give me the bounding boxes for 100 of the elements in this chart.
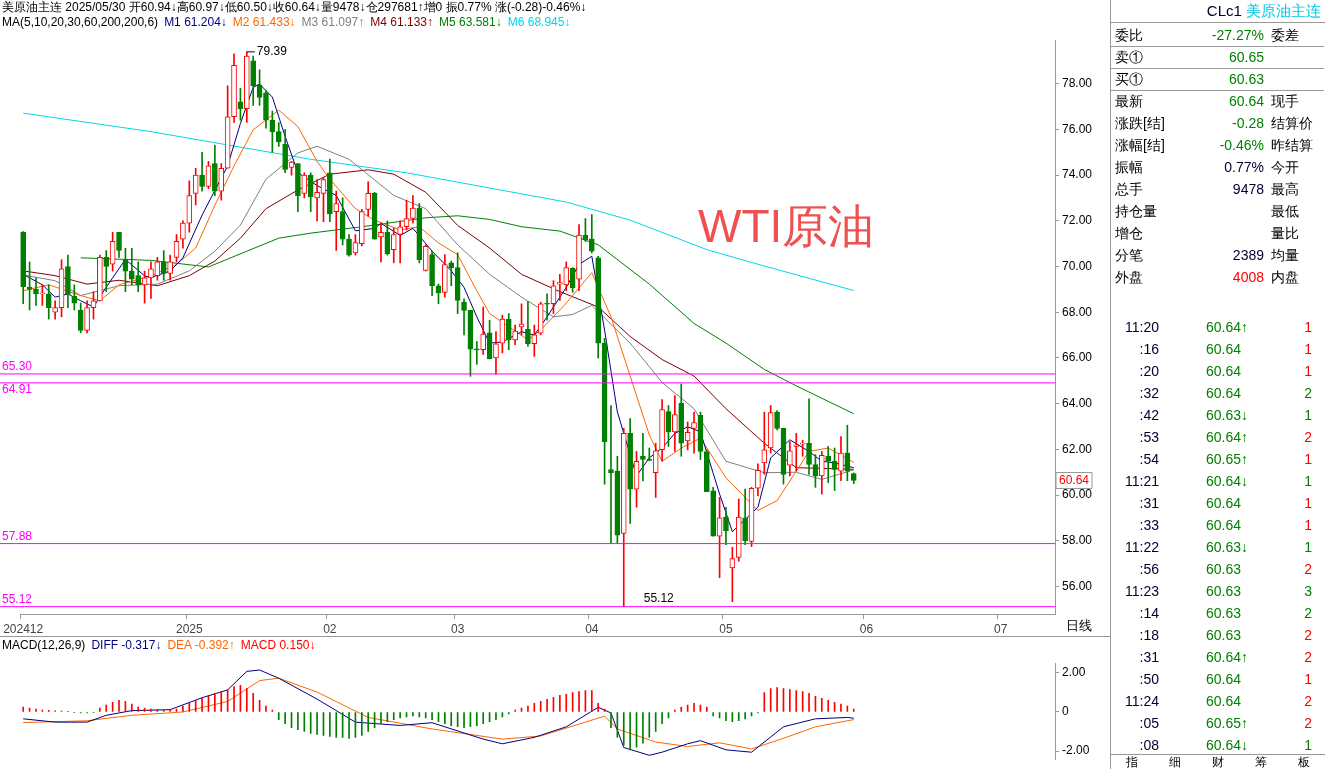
category-label: :08 bbox=[1139, 736, 1159, 755]
x-tick-label: 06 bbox=[859, 621, 874, 636]
data-label: 1 bbox=[1304, 406, 1312, 425]
data-label: 60.64↑ bbox=[1206, 318, 1249, 337]
data-label: 1 bbox=[1304, 538, 1312, 557]
data-label: 2 bbox=[1304, 560, 1312, 579]
y-tick-label: 60.00 bbox=[1062, 487, 1093, 502]
category-label: 委差 bbox=[1271, 27, 1299, 43]
text: 9478 bbox=[1232, 181, 1264, 197]
y-tick-label: 64.00 bbox=[1062, 396, 1093, 410]
y-tick-label: 0 bbox=[1062, 704, 1069, 719]
category-label: :50 bbox=[1139, 670, 1159, 689]
y-tick-label: 62.00 bbox=[1062, 441, 1093, 456]
text: 2389 bbox=[1232, 247, 1264, 263]
category-label: 涨跌[结] bbox=[1115, 114, 1165, 133]
text: M3 61.097↑ bbox=[301, 15, 365, 29]
category-label: 买① bbox=[1115, 70, 1143, 89]
data-label: 3 bbox=[1304, 582, 1312, 601]
data-label: 1 bbox=[1304, 472, 1312, 491]
data-label: 1 bbox=[1304, 362, 1312, 381]
text: 指 bbox=[1125, 755, 1140, 769]
y-tick-label: 58.00 bbox=[1062, 533, 1093, 548]
data-label: 2 bbox=[1304, 626, 1312, 645]
category-label: :18 bbox=[1139, 626, 1159, 645]
data-label: 1 bbox=[1304, 516, 1312, 535]
data-label: 60.64↓ bbox=[1206, 472, 1249, 491]
y-tick-label: -2.00 bbox=[1062, 743, 1090, 758]
category-label: 今开 bbox=[1271, 159, 1299, 175]
ref-line-label: 65.30 bbox=[2, 359, 33, 374]
y-tick-label: 68.00 bbox=[1062, 304, 1093, 319]
data-label: 60.64 bbox=[1206, 670, 1242, 689]
category-label: 11:21 bbox=[1125, 472, 1159, 491]
y-tick-label: 76.00 bbox=[1062, 121, 1093, 136]
x-tick-label: 04 bbox=[585, 621, 599, 636]
x-tick-label: 03 bbox=[450, 621, 465, 636]
category-label: 最新 bbox=[1115, 92, 1143, 111]
data-label: 60.63 bbox=[1206, 626, 1242, 645]
data-label: 2 bbox=[1304, 648, 1312, 667]
data-label: 1 bbox=[1304, 450, 1312, 469]
data-label: 60.64↓ bbox=[1206, 736, 1249, 755]
data-label: 60.64↑ bbox=[1206, 428, 1249, 447]
y-tick-label: 56.00 bbox=[1062, 578, 1093, 593]
x-tick-label: 05 bbox=[719, 621, 733, 636]
text: DEA -0.392↑ bbox=[167, 638, 235, 652]
category-label: 11:24 bbox=[1125, 692, 1159, 711]
text: 财 bbox=[1211, 755, 1225, 769]
category-label: 振幅 bbox=[1115, 158, 1143, 177]
category-label: 11:23 bbox=[1125, 582, 1159, 601]
text: -0.46% bbox=[1219, 137, 1264, 153]
text: M6 68.945↓ bbox=[507, 15, 571, 29]
data-label: 2 bbox=[1304, 714, 1312, 733]
text: M4 61.133↑ bbox=[370, 15, 433, 29]
text: 日线 bbox=[1066, 617, 1092, 635]
category-label: 卖① bbox=[1115, 48, 1143, 67]
data-label: 60.65↑ bbox=[1206, 714, 1249, 733]
category-label: 最高 bbox=[1271, 181, 1299, 197]
data-label: 60.64 bbox=[1206, 516, 1242, 535]
data-label: 60.63 bbox=[1206, 582, 1242, 601]
text: 60.64 bbox=[1059, 472, 1090, 487]
category-label: :33 bbox=[1139, 516, 1159, 535]
text: 细 bbox=[1168, 755, 1183, 769]
text: MACD 0.150↓ bbox=[240, 638, 316, 652]
category-label: 11:20 bbox=[1125, 318, 1159, 337]
category-label: :31 bbox=[1139, 494, 1159, 513]
x-tick-label: 2025 bbox=[175, 621, 203, 636]
annotation: 55.12 bbox=[643, 591, 675, 605]
x-tick-label: 202412 bbox=[3, 621, 44, 636]
data-label: 1 bbox=[1304, 670, 1312, 689]
y-tick-label: 70.00 bbox=[1062, 258, 1093, 273]
category-label: :32 bbox=[1139, 384, 1159, 403]
category-label: 分笔 bbox=[1115, 246, 1143, 265]
category-label: :14 bbox=[1139, 604, 1159, 623]
text: M1 61.204↓ bbox=[164, 15, 227, 29]
category-label: :16 bbox=[1139, 340, 1159, 359]
text: CLc1 bbox=[1206, 2, 1242, 19]
text: 60.63 bbox=[1228, 71, 1264, 87]
category-label: 涨幅[结] bbox=[1115, 136, 1165, 155]
category-label: :54 bbox=[1139, 450, 1159, 469]
y-tick-label: 72.00 bbox=[1062, 213, 1093, 228]
text: -27.27% bbox=[1211, 27, 1264, 43]
chart-title: 美原油主连 2025/05/30 开60.94↓高60.97↓低60.50↓收60.64↓量9478↓仓297681↑增0 振0.77% 涨(-0.28)-0.46%↓ bbox=[2, 0, 587, 15]
category-label: :42 bbox=[1139, 406, 1159, 425]
text: DIFF -0.317↓ bbox=[91, 638, 162, 652]
category-label: 外盘 bbox=[1115, 268, 1143, 287]
data-label: 2 bbox=[1304, 604, 1312, 623]
text: 60.65 bbox=[1228, 49, 1264, 65]
category-label: 增仓 bbox=[1115, 224, 1143, 243]
data-label: 60.64↑ bbox=[1206, 648, 1249, 667]
text: M2 61.433↓ bbox=[232, 15, 296, 29]
data-label: 60.64 bbox=[1206, 340, 1242, 359]
text: 筹 bbox=[1253, 755, 1268, 769]
category-label: :53 bbox=[1139, 428, 1159, 447]
data-label: 60.64 bbox=[1206, 384, 1242, 403]
text: 板 bbox=[1296, 755, 1311, 769]
category-label: 最低 bbox=[1271, 203, 1299, 219]
data-label: 60.63 bbox=[1206, 604, 1242, 623]
data-label: 60.63 bbox=[1206, 560, 1242, 579]
data-label: 2 bbox=[1304, 692, 1312, 711]
category-label: :56 bbox=[1139, 560, 1159, 579]
data-label: 60.64 bbox=[1206, 494, 1242, 513]
